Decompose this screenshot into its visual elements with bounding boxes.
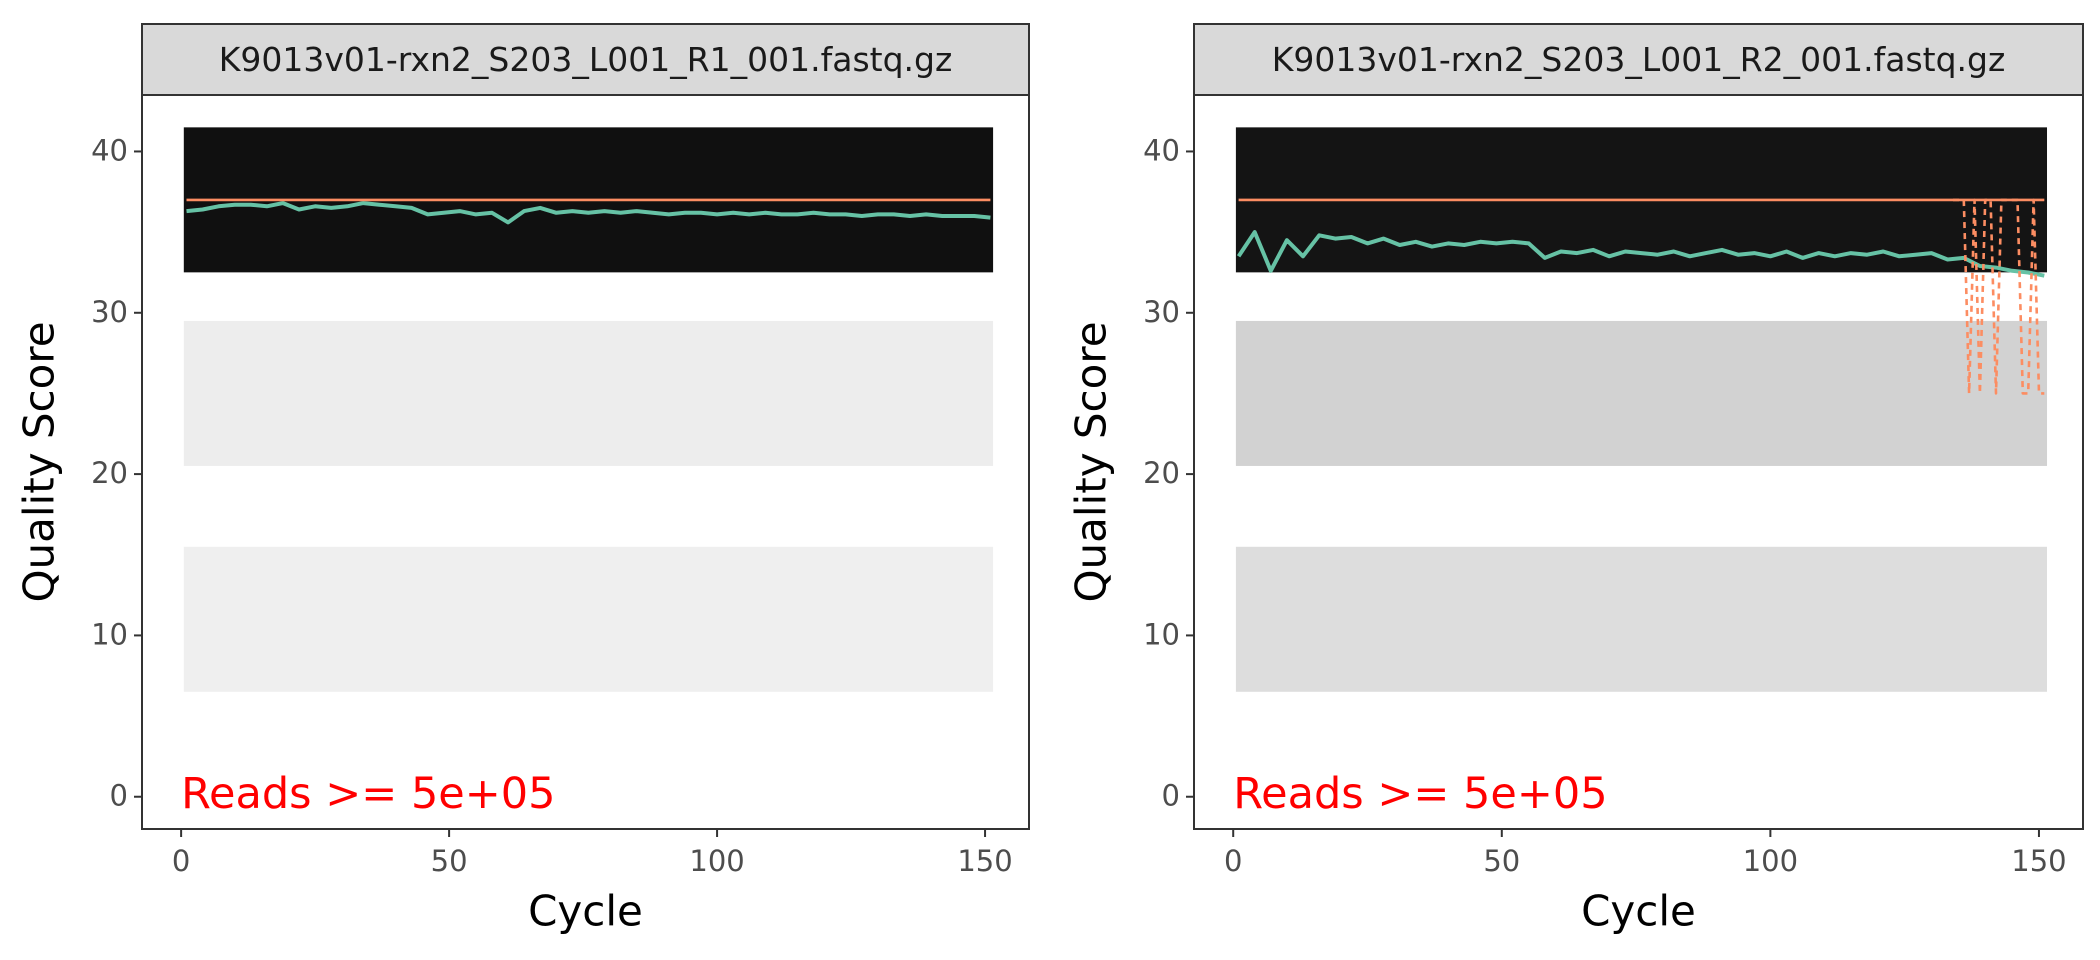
x-axis-title: Cycle <box>1581 887 1696 936</box>
y-tick-label: 0 <box>110 779 128 813</box>
x-tick-label: 50 <box>431 844 468 878</box>
panel: K9013v01-rxn2_S203_L001_R1_001.fastq.gz R… <box>15 23 1030 936</box>
x-tick-label: 0 <box>1224 844 1242 878</box>
annotation: Reads >= 5e+05 <box>1233 769 1607 819</box>
y-tick-label: 30 <box>1143 295 1180 329</box>
x-tick-label: 100 <box>689 844 744 878</box>
y-tick-label: 40 <box>91 133 128 167</box>
panel-border <box>1193 94 2084 830</box>
y-tick-label: 10 <box>91 617 128 651</box>
x-axis-title: Cycle <box>528 887 643 936</box>
mean-line <box>186 201 991 225</box>
heat-tile <box>1235 546 2048 692</box>
strip-title: K9013v01-rxn2_S203_L001_R1_001.fastq.gz <box>219 40 953 79</box>
strip-background <box>141 23 1030 96</box>
x-tick-label: 150 <box>957 844 1012 878</box>
strip-background <box>1193 23 2084 96</box>
x-tick-label: 150 <box>2011 844 2066 878</box>
panel-border <box>141 94 1030 830</box>
x-tick-label: 0 <box>172 844 190 878</box>
y-tick-label: 0 <box>1162 779 1180 813</box>
y-axis-title: Quality Score <box>15 321 64 602</box>
quantile-line <box>1953 198 2045 395</box>
y-tick-label: 10 <box>1143 617 1180 651</box>
y-axis-title: Quality Score <box>1067 321 1116 602</box>
y-tick-label: 20 <box>91 456 128 490</box>
strip-title: K9013v01-rxn2_S203_L001_R2_001.fastq.gz <box>1272 40 2006 79</box>
panel: K9013v01-rxn2_S203_L001_R2_001.fastq.gz R… <box>1067 23 2084 936</box>
heat-tile <box>183 546 994 692</box>
mean-line <box>1236 230 2045 278</box>
annotation: Reads >= 5e+05 <box>181 769 555 819</box>
y-tick-label: 40 <box>1143 133 1180 167</box>
y-tick-label: 20 <box>1143 456 1180 490</box>
heat-tile <box>1235 320 2048 466</box>
x-tick-label: 100 <box>1743 844 1798 878</box>
y-tick-label: 30 <box>91 295 128 329</box>
x-tick-label: 50 <box>1483 844 1520 878</box>
heat-tile <box>183 320 994 466</box>
